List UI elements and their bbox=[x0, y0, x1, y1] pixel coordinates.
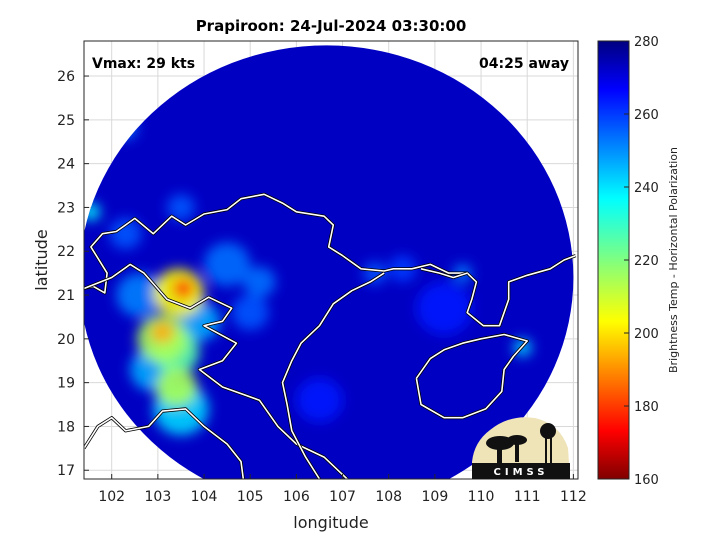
time-away-annotation: 04:25 away bbox=[479, 56, 569, 72]
colorbar-tick-label: 280 bbox=[634, 35, 659, 50]
vmax-annotation: Vmax: 29 kts bbox=[92, 56, 195, 72]
colorbar-tick-label: 240 bbox=[634, 181, 659, 196]
colorbar-tick-label: 180 bbox=[634, 400, 659, 415]
coastline bbox=[415, 333, 528, 419]
colorbar-tick-label: 220 bbox=[634, 254, 659, 269]
coastlines bbox=[84, 192, 577, 479]
coastline bbox=[84, 408, 245, 479]
x-axis-label: longitude bbox=[293, 513, 368, 532]
x-tick-label: 106 bbox=[283, 489, 310, 505]
colorbar-label: Brightness Temp - Horizontal Polarizatio… bbox=[667, 147, 680, 373]
y-axis-ticks: 17 18 19 20 21 22 23 24 25 26 bbox=[57, 69, 89, 479]
y-tick-label: 24 bbox=[57, 157, 75, 173]
coastline bbox=[84, 193, 576, 327]
coastline bbox=[281, 272, 385, 479]
y-tick-label: 23 bbox=[57, 200, 75, 216]
brightness-feature bbox=[167, 194, 195, 221]
cimss-logo: CIMSS bbox=[472, 417, 570, 479]
y-axis-label: latitude bbox=[32, 229, 51, 290]
brightness-feature bbox=[231, 295, 269, 331]
y-tick-label: 19 bbox=[57, 376, 75, 392]
x-tick-label: 104 bbox=[191, 489, 218, 505]
x-tick-label: 105 bbox=[237, 489, 264, 505]
y-tick-label: 25 bbox=[57, 113, 75, 129]
chart-title: Prapiroon: 24-Jul-2024 03:30:00 bbox=[196, 17, 467, 35]
brightness-feature bbox=[243, 266, 276, 298]
plot-frame bbox=[83, 40, 579, 480]
brightness-feature bbox=[296, 378, 343, 423]
x-tick-label: 108 bbox=[375, 489, 402, 505]
x-tick-label: 110 bbox=[468, 489, 495, 505]
brightness-feature bbox=[155, 367, 198, 407]
y-tick-label: 17 bbox=[57, 463, 75, 479]
colorbar-tick-label: 200 bbox=[634, 327, 659, 342]
brightness-feature bbox=[116, 273, 163, 317]
x-tick-label: 112 bbox=[560, 489, 587, 505]
x-tick-label: 103 bbox=[145, 489, 172, 505]
y-tick-label: 18 bbox=[57, 419, 75, 435]
y-tick-label: 21 bbox=[57, 288, 75, 304]
x-tick-label: 109 bbox=[422, 489, 449, 505]
brightness-feature bbox=[204, 242, 251, 287]
colorbar-tick-label: 160 bbox=[634, 473, 659, 488]
brightness-swath bbox=[84, 45, 574, 479]
brightness-feature bbox=[363, 262, 387, 285]
y-tick-label: 20 bbox=[57, 332, 75, 348]
x-tick-label: 107 bbox=[329, 489, 356, 505]
convection-features bbox=[84, 117, 532, 436]
brightness-feature bbox=[109, 218, 142, 250]
coastline bbox=[420, 268, 468, 279]
colorbar-tick-label: 260 bbox=[634, 108, 659, 123]
x-tick-label: 111 bbox=[514, 489, 541, 505]
y-tick-label: 26 bbox=[57, 69, 75, 85]
x-axis-ticks: 102 103 104 105 106 107 108 109 110 111 112 bbox=[98, 474, 587, 505]
x-tick-label: 102 bbox=[98, 489, 125, 505]
brightness-feature bbox=[173, 278, 194, 299]
brightness-feature bbox=[150, 321, 175, 344]
colorbar-ticks: 160 180 200 220 240 260 280 bbox=[624, 35, 659, 488]
colorbar bbox=[597, 40, 630, 480]
logo-text: CIMSS bbox=[494, 467, 549, 478]
brightness-feature bbox=[416, 281, 472, 335]
y-tick-label: 22 bbox=[57, 244, 75, 260]
coastline bbox=[84, 263, 348, 479]
